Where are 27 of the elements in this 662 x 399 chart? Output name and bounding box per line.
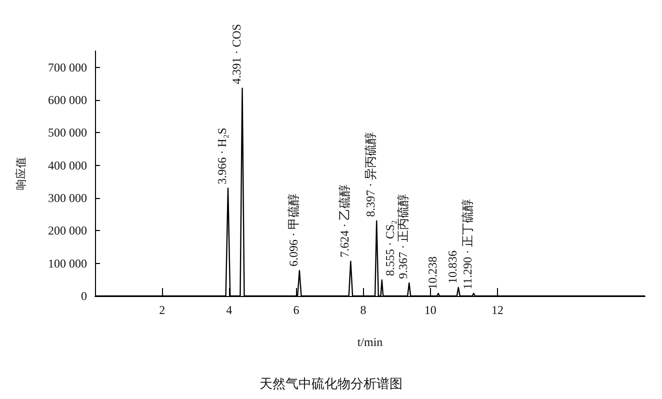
- y-tick-label: 200 000: [48, 224, 87, 238]
- x-tick-label: 6: [293, 303, 300, 317]
- y-tick-label: 300 000: [48, 191, 87, 205]
- annotation: 11.290 · 正丁硫醇: [460, 198, 475, 290]
- y-tick-label: 100 000: [48, 256, 87, 270]
- x-tick-label: 2: [159, 303, 166, 317]
- annotation: 9.367 · 正丙硫醇: [396, 194, 410, 279]
- annotation: 6.096 · 甲硫醇: [286, 194, 300, 267]
- x-tick-label: 4: [226, 303, 232, 317]
- x-tick-label: 10: [424, 303, 436, 317]
- annotation: 10.836: [445, 250, 460, 284]
- y-tick-label: 500 000: [48, 126, 87, 140]
- y-tick-label: 700 000: [48, 60, 87, 74]
- x-tick-label: 12: [491, 303, 504, 317]
- x-axis-title: t/min: [357, 335, 383, 349]
- y-axis-title: 响应值: [14, 157, 28, 190]
- x-tick-label: 8: [360, 303, 366, 317]
- annotation: 7.624 · 乙硫醇: [338, 184, 352, 258]
- y-tick-label: 0: [81, 289, 87, 303]
- text: 天然气中硫化物分析谱图: [260, 376, 402, 391]
- annotation: 3.966 · H₂S: [215, 128, 230, 184]
- y-tick-label: 600 000: [48, 93, 87, 107]
- annotation: 4.391 · COS: [229, 24, 244, 84]
- annotation: 8.555 · CS₂: [382, 220, 397, 276]
- y-tick-label: 400 000: [48, 158, 87, 172]
- annotation: 8.397 · 异丙硫醇: [364, 132, 378, 217]
- annotation: 10.238: [425, 256, 440, 290]
